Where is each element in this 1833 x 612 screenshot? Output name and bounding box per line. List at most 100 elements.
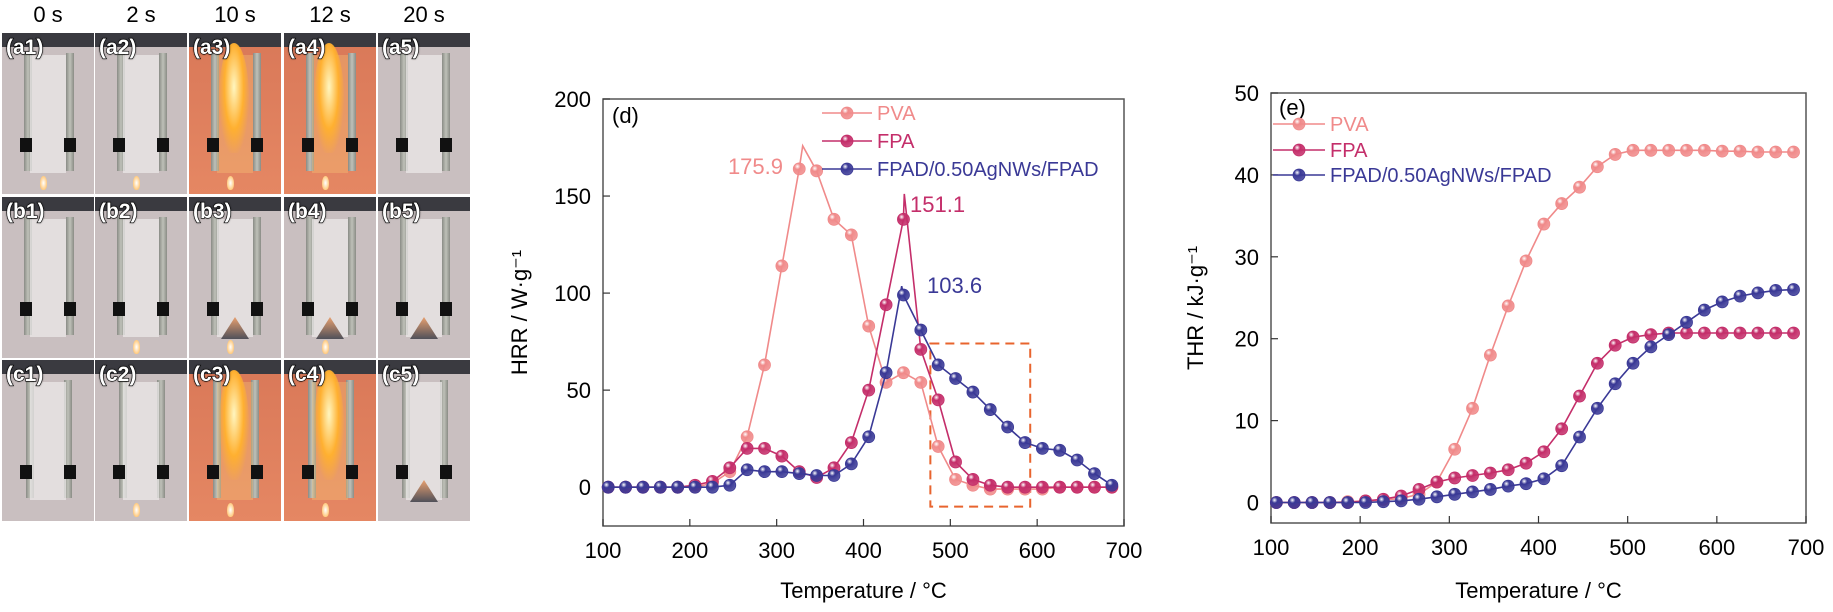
data-point-fpad bbox=[1269, 496, 1283, 509]
x-tick-label: 300 bbox=[758, 538, 795, 563]
data-point-fpad bbox=[636, 480, 650, 494]
x-tick-label: 700 bbox=[1788, 535, 1825, 560]
data-point-fpa bbox=[1555, 422, 1569, 436]
film-sample bbox=[123, 219, 159, 337]
frame-rod bbox=[213, 380, 221, 498]
legend-marker bbox=[840, 134, 854, 148]
data-point-fpa bbox=[844, 436, 858, 449]
peak-value-label: 175.9 bbox=[728, 154, 783, 179]
y-tick-label: 20 bbox=[1235, 327, 1259, 352]
frame-rod bbox=[440, 380, 448, 498]
series-line-fpad bbox=[1276, 288, 1794, 504]
lighter-flame-icon bbox=[40, 176, 47, 190]
data-point-pva bbox=[1501, 299, 1515, 313]
data-point-fpa bbox=[1787, 326, 1800, 340]
data-point-pva bbox=[1697, 143, 1711, 157]
y-tick-label: 0 bbox=[579, 475, 591, 500]
x-tick-label: 200 bbox=[671, 538, 708, 563]
data-point-fpad bbox=[619, 480, 632, 494]
data-point-fpad bbox=[1501, 479, 1515, 493]
data-point-fpa bbox=[1001, 480, 1015, 494]
data-point-fpad bbox=[1448, 487, 1462, 501]
data-point-pva bbox=[1751, 145, 1765, 159]
binder-clip-icon bbox=[20, 302, 32, 316]
data-point-pva bbox=[810, 164, 824, 178]
data-point-fpa bbox=[723, 461, 737, 475]
data-point-fpad bbox=[688, 480, 702, 494]
photo-tile: (b4) bbox=[284, 197, 376, 358]
data-point-fpa bbox=[1573, 389, 1586, 403]
flame bbox=[219, 43, 249, 153]
photo-label: (b3) bbox=[192, 199, 232, 223]
data-point-pva bbox=[758, 358, 771, 372]
y-axis-title: HRR / W·g⁻¹ bbox=[507, 250, 532, 375]
series-line-fpad bbox=[608, 285, 1113, 488]
data-point-fpad bbox=[1644, 340, 1658, 354]
legend-label: FPA bbox=[1330, 140, 1368, 162]
y-tick-label: 40 bbox=[1235, 163, 1259, 188]
photo-label: (c5) bbox=[381, 362, 420, 386]
panel-label: (d) bbox=[612, 103, 639, 128]
data-point-fpad bbox=[1359, 496, 1372, 509]
data-point-fpad bbox=[740, 463, 754, 477]
binder-clip-icon bbox=[113, 465, 125, 479]
frame-rod bbox=[251, 380, 259, 498]
data-point-fpad bbox=[671, 480, 685, 494]
x-tick-label: 400 bbox=[845, 538, 882, 563]
data-point-fpad bbox=[1412, 492, 1426, 506]
data-point-fpad bbox=[758, 465, 771, 479]
film-sample bbox=[30, 382, 66, 500]
holder-bar bbox=[95, 33, 187, 47]
holder-bar bbox=[284, 33, 376, 47]
data-point-fpad bbox=[1608, 377, 1622, 391]
frame-rod bbox=[348, 53, 356, 171]
data-point-fpad bbox=[1053, 443, 1067, 457]
holder-bar bbox=[2, 33, 94, 47]
frame-rod bbox=[348, 217, 356, 335]
data-point-fpa bbox=[1053, 480, 1067, 494]
data-point-fpad bbox=[1287, 496, 1301, 509]
holder-bar bbox=[378, 360, 470, 374]
binder-clip-icon bbox=[251, 465, 263, 479]
frame-rod bbox=[400, 53, 408, 171]
data-point-fpa bbox=[983, 478, 997, 492]
photo-tile: (a2) bbox=[95, 33, 187, 194]
x-tick-label: 600 bbox=[1019, 538, 1056, 563]
data-point-fpad bbox=[1376, 495, 1390, 509]
x-tick-label: 700 bbox=[1106, 538, 1143, 563]
data-point-fpa bbox=[1088, 480, 1101, 494]
legend-label: FPAD/0.50AgNWs/FPAD bbox=[1330, 165, 1552, 187]
binder-clip-icon bbox=[64, 138, 76, 152]
photo-label: (a5) bbox=[381, 35, 420, 59]
binder-clip-icon bbox=[396, 138, 408, 152]
data-point-fpa bbox=[1715, 326, 1729, 340]
film-sample bbox=[30, 55, 66, 173]
lighter-flame-icon bbox=[133, 503, 140, 517]
binder-clip-icon bbox=[207, 302, 219, 316]
data-point-fpad bbox=[1035, 441, 1049, 455]
holder-bar bbox=[378, 197, 470, 211]
frame-rod bbox=[308, 380, 316, 498]
time-header: 10 s bbox=[214, 2, 256, 27]
photo-label: (c1) bbox=[5, 362, 44, 386]
data-point-fpa bbox=[1537, 445, 1551, 459]
frame-rod bbox=[24, 217, 32, 335]
data-point-pva bbox=[1715, 144, 1729, 158]
data-point-pva bbox=[862, 319, 876, 333]
data-point-fpad bbox=[810, 469, 824, 482]
series-line-fpa bbox=[608, 193, 1112, 488]
holder-bar bbox=[95, 360, 187, 374]
thr-chart: 100 200 300 400 500 600 700 0 10 20 30 40 50 Temperat… bbox=[1183, 81, 1824, 603]
data-point-fpa bbox=[1733, 326, 1747, 340]
lighter-flame-icon bbox=[322, 503, 329, 517]
data-point-pva bbox=[1448, 442, 1462, 456]
data-point-fpad bbox=[1519, 477, 1533, 491]
data-point-fpa bbox=[966, 473, 980, 486]
binder-clip-icon bbox=[302, 465, 314, 479]
binder-clip-icon bbox=[157, 302, 169, 316]
flame bbox=[219, 370, 249, 480]
binder-clip-icon bbox=[346, 138, 358, 152]
legend-label: PVA bbox=[1330, 114, 1369, 136]
legend-label: FPA bbox=[877, 131, 915, 153]
hrr-chart: 100 200 300 400 500 600 700 0 50 100 150 200 Tempera… bbox=[507, 87, 1142, 603]
